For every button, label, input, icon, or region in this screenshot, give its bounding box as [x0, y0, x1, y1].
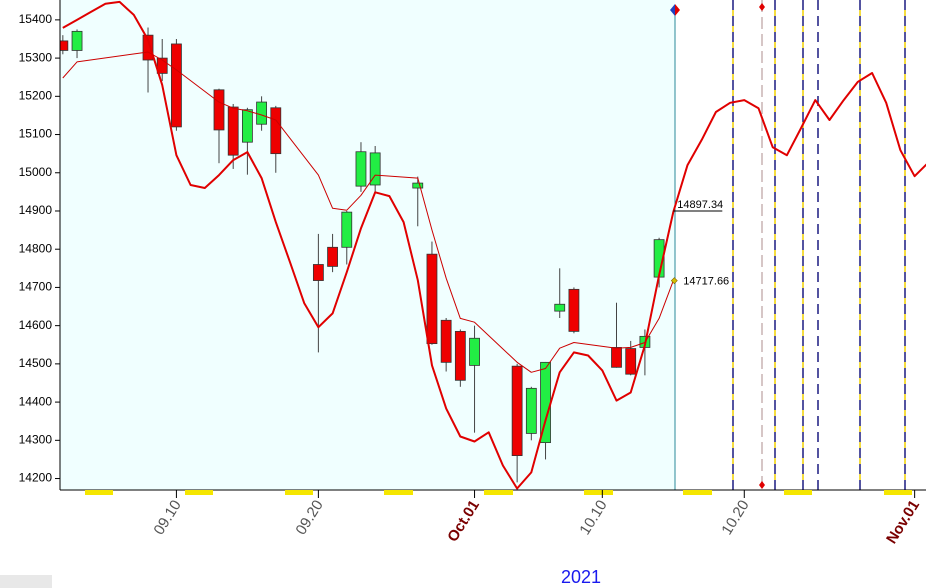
candle-body	[369, 152, 381, 186]
marker-diamond	[759, 3, 765, 11]
candle-body	[440, 319, 452, 363]
candle-body	[611, 347, 622, 368]
weekend-bar	[584, 490, 613, 495]
plot-area	[60, 0, 926, 490]
weekend-bars	[85, 490, 912, 495]
candle-body	[341, 211, 353, 248]
y-tick-label: 14700	[19, 280, 53, 294]
cursor-diamond	[675, 4, 680, 16]
candle-body	[312, 264, 324, 281]
price-marker	[670, 277, 678, 285]
candle-body	[355, 151, 367, 187]
candle-body	[256, 101, 267, 125]
y-tick-label: 14600	[19, 318, 53, 332]
candle-body	[511, 365, 523, 457]
indicator-line	[62, 51, 674, 373]
candle-body	[142, 34, 154, 61]
weekend-bar	[185, 490, 213, 495]
candle-body	[227, 106, 239, 156]
y-tick-label: 14300	[19, 432, 53, 446]
weekend-bar	[85, 490, 113, 495]
y-tick-label: 14500	[19, 356, 53, 370]
candle-body	[454, 330, 466, 381]
candle-body	[426, 253, 438, 345]
history-background	[60, 0, 675, 490]
candle-body	[60, 40, 69, 51]
scrollbar[interactable]	[0, 575, 52, 588]
candle-body	[327, 246, 338, 267]
cursor-diamond	[670, 4, 675, 16]
candle-body	[525, 387, 537, 434]
weekend-bar	[884, 490, 912, 495]
y-tick-label: 14400	[19, 394, 53, 408]
candle-body	[270, 107, 282, 155]
future-markers	[732, 0, 906, 490]
y-tick-label: 14900	[19, 203, 53, 217]
y-tick-label: 15300	[19, 50, 53, 64]
y-tick-label: 14200	[19, 471, 53, 485]
candle-body	[71, 30, 83, 51]
candle-body	[469, 337, 480, 366]
price-label: 14717.66	[683, 276, 729, 288]
y-tick-label: 15200	[19, 88, 53, 102]
y-tick-label: 15100	[19, 127, 53, 141]
candle-body	[241, 109, 253, 143]
price-label: 14897.34	[677, 199, 723, 211]
weekend-bar	[484, 490, 513, 495]
y-tick-label: 15000	[19, 165, 53, 179]
x-axis-label: 2021	[561, 567, 601, 587]
candle-body	[156, 57, 168, 74]
indicator-line	[62, 0, 926, 490]
marker-diamond	[759, 481, 765, 489]
weekend-bar	[384, 490, 413, 495]
y-tick-label: 14800	[19, 241, 53, 255]
weekend-bar	[784, 490, 812, 495]
candle-body	[568, 288, 580, 332]
candle-body	[213, 89, 225, 131]
candle-body	[554, 303, 566, 312]
candle-body	[412, 182, 424, 189]
weekend-bar	[683, 490, 712, 495]
weekend-bar	[285, 490, 313, 495]
candle-body	[625, 348, 637, 375]
candle-body	[171, 43, 182, 128]
y-tick-label: 15400	[19, 12, 53, 26]
